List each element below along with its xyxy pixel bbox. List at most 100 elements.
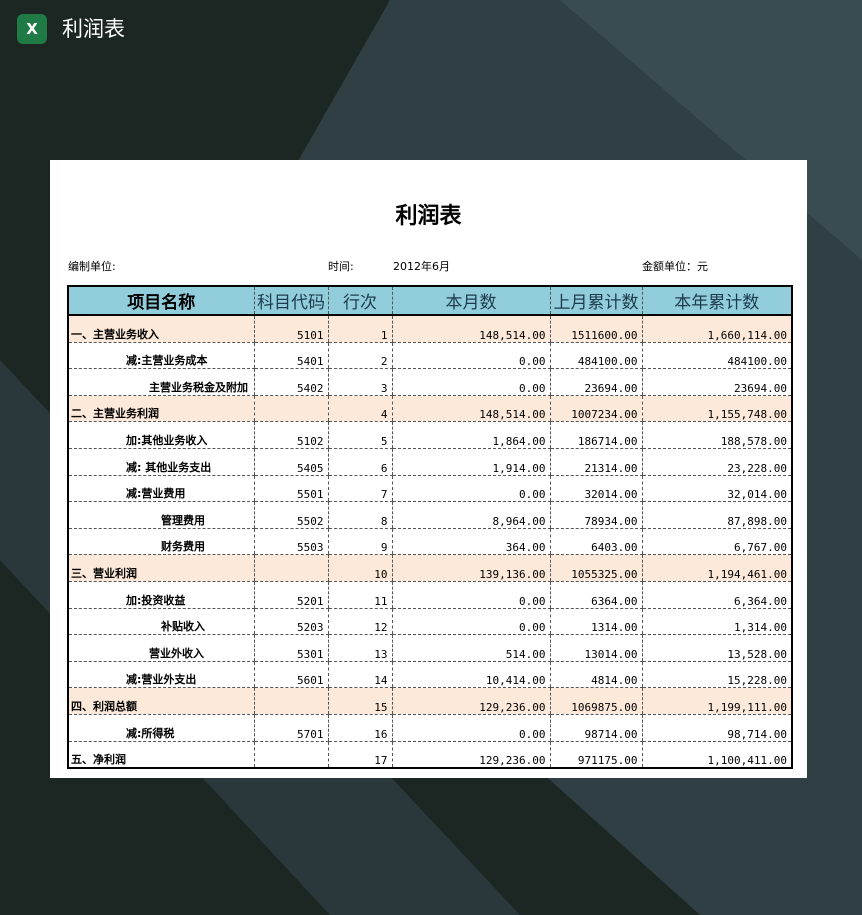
item-cell: 补贴收入 (68, 608, 254, 636)
value-cell: 0.00 (391, 368, 550, 396)
table-row: 减: 其他业务支出 5405 6 1,914.00 21314.00 23,228.00 (68, 448, 792, 476)
unit-label: 编制单位: (68, 260, 116, 273)
value-cell: 186714.00 (549, 421, 642, 449)
value-cell: 1,864.00 (391, 421, 550, 449)
value-cell: 1314.00 (549, 608, 642, 636)
value-cell: 5503 (253, 528, 328, 556)
value-cell: 10,414.00 (391, 661, 550, 689)
value-cell: 13014.00 (549, 634, 642, 662)
value-cell: 0.00 (391, 581, 550, 609)
table-row: 管理费用 5502 8 8,964.00 78934.00 87,898.00 (68, 501, 792, 529)
value-cell: 1069875.00 (549, 687, 642, 715)
table-row: 主营业务税金及附加 5402 3 0.00 23694.00 23694.00 (68, 368, 792, 396)
value-cell: 5701 (253, 714, 328, 742)
value-cell (253, 687, 328, 715)
value-cell: 129,236.00 (391, 741, 550, 769)
value-cell: 98,714.00 (641, 714, 792, 742)
table-row: 加:其他业务收入 5102 5 1,864.00 186714.00 188,578.00 (68, 421, 792, 449)
header-cell: 本月数 (391, 286, 550, 316)
value-cell: 6364.00 (549, 581, 642, 609)
value-cell: 5405 (253, 448, 328, 476)
value-cell: 8,964.00 (391, 501, 550, 529)
value-cell: 364.00 (391, 528, 550, 556)
currency: 金额单位：元 (642, 260, 708, 273)
value-cell: 1,660,114.00 (641, 315, 792, 343)
value-cell: 1007234.00 (549, 395, 642, 423)
table-row: 加:投资收益 5201 11 0.00 6364.00 6,364.00 (68, 581, 792, 609)
value-cell: 10 (327, 554, 392, 582)
value-cell: 5401 (253, 342, 328, 370)
table-row: 营业外收入 5301 13 514.00 13014.00 13,528.00 (68, 634, 792, 662)
value-cell: 16 (327, 714, 392, 742)
value-cell: 148,514.00 (391, 395, 550, 423)
value-cell: 0.00 (391, 608, 550, 636)
value-cell: 5301 (253, 634, 328, 662)
value-cell: 1,194,461.00 (641, 554, 792, 582)
value-cell: 514.00 (391, 634, 550, 662)
header-row: 项目名称 科目代码 行次 本月数 上月累计数 本年累计数 (68, 286, 792, 316)
value-cell: 5601 (253, 661, 328, 689)
value-cell: 6,767.00 (641, 528, 792, 556)
value-cell: 4814.00 (549, 661, 642, 689)
value-cell: 7 (327, 475, 392, 503)
item-cell: 一、主营业务收入 (68, 315, 254, 343)
item-cell: 财务费用 (68, 528, 254, 556)
value-cell: 0.00 (391, 342, 550, 370)
value-cell: 0.00 (391, 475, 550, 503)
value-cell: 1,155,748.00 (641, 395, 792, 423)
value-cell (253, 554, 328, 582)
item-cell: 五、净利润 (68, 741, 254, 769)
value-cell: 2 (327, 342, 392, 370)
value-cell: 87,898.00 (641, 501, 792, 529)
value-cell: 23694.00 (549, 368, 642, 396)
value-cell: 21314.00 (549, 448, 642, 476)
table-row: 三、营业利润 10 139,136.00 1055325.00 1,194,461.00 (68, 554, 792, 582)
item-cell: 加:投资收益 (68, 581, 254, 609)
value-cell: 0.00 (391, 714, 550, 742)
value-cell: 32,014.00 (641, 475, 792, 503)
value-cell: 1,314.00 (641, 608, 792, 636)
value-cell (253, 395, 328, 423)
value-cell: 484100.00 (549, 342, 642, 370)
value-cell: 11 (327, 581, 392, 609)
item-cell: 管理费用 (68, 501, 254, 529)
item-cell: 加:其他业务收入 (68, 421, 254, 449)
header-cell: 上月累计数 (549, 286, 642, 316)
value-cell: 5502 (253, 501, 328, 529)
value-cell: 5501 (253, 475, 328, 503)
table-row: 减:营业外支出 5601 14 10,414.00 4814.00 15,228.00 (68, 661, 792, 689)
value-cell: 6 (327, 448, 392, 476)
value-cell: 78934.00 (549, 501, 642, 529)
document-title: 利润表 (395, 203, 462, 229)
value-cell: 5201 (253, 581, 328, 609)
value-cell (253, 741, 328, 769)
item-cell: 减: 其他业务支出 (68, 448, 254, 476)
value-cell: 15,228.00 (641, 661, 792, 689)
sheet: 利润表 编制单位: 时间: 2012年6月 金额单位：元 项目名称 科目代码 行次本… (50, 160, 807, 778)
item-cell: 三、营业利润 (68, 554, 254, 582)
item-cell: 主营业务税金及附加 (68, 368, 254, 396)
value-cell: 6403.00 (549, 528, 642, 556)
header-cell: 项目名称 (68, 286, 254, 316)
value-cell: 13,528.00 (641, 634, 792, 662)
table-row: 减:营业费用 5501 7 0.00 32014.00 32,014.00 (68, 475, 792, 503)
table-row: 财务费用 5503 9 364.00 6403.00 6,767.00 (68, 528, 792, 556)
table-row: 减:所得税 5701 16 0.00 98714.00 98,714.00 (68, 714, 792, 742)
item-cell: 二、主营业务利润 (68, 395, 254, 423)
item-cell: 减:营业费用 (68, 475, 254, 503)
table-row: 减:主营业务成本 5401 2 0.00 484100.00 484100.00 (68, 342, 792, 370)
time-label: 时间: (328, 260, 354, 273)
value-cell: 5101 (253, 315, 328, 343)
value-cell: 5402 (253, 368, 328, 396)
value-cell: 4 (327, 395, 392, 423)
app-header: X 利润表 (0, 0, 862, 58)
income-table: 项目名称 科目代码 行次 本月数 上月累计数 本年累计数 一、主营业务收入 5101 1 148… (67, 285, 793, 770)
value-cell: 484100.00 (641, 342, 792, 370)
value-cell: 17 (327, 741, 392, 769)
value-cell: 971175.00 (549, 741, 642, 769)
header-cell: 行次 (327, 286, 392, 316)
value-cell: 129,236.00 (391, 687, 550, 715)
value-cell: 9 (327, 528, 392, 556)
value-cell: 1,100,411.00 (641, 741, 792, 769)
value-cell: 6,364.00 (641, 581, 792, 609)
